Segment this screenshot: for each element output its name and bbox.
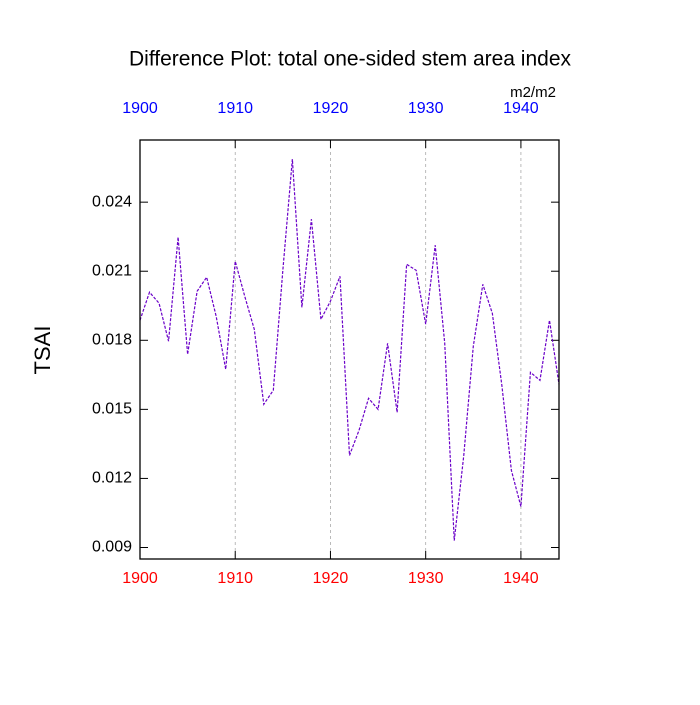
y-tick-label: 0.021 <box>92 262 132 279</box>
units-label: m2/m2 <box>510 84 556 101</box>
x-tick-label: 1940 <box>503 570 539 587</box>
y-tick-label: 0.015 <box>92 401 132 418</box>
chart-title: Difference Plot: total one-sided stem ar… <box>129 48 572 71</box>
y-tick-label: 0.009 <box>92 539 132 556</box>
x-tick-label-top: 1940 <box>503 100 539 117</box>
x-tick-label-top: 1900 <box>122 100 158 117</box>
x-tick-label: 1920 <box>313 570 349 587</box>
x-tick-label-top: 1920 <box>313 100 349 117</box>
data-line <box>139 159 560 541</box>
y-tick-label: 0.024 <box>92 193 132 210</box>
x-tick-label: 1900 <box>122 570 158 587</box>
x-tick-label: 1910 <box>217 570 253 587</box>
plot-frame <box>139 139 560 560</box>
y-tick-label: 0.018 <box>92 332 132 349</box>
y-tick-label: 0.012 <box>92 470 132 487</box>
y-axis-label: TSAI <box>30 326 55 375</box>
x-tick-label-top: 1930 <box>408 100 444 117</box>
x-tick-label-top: 1910 <box>217 100 253 117</box>
x-tick-label: 1930 <box>408 570 444 587</box>
